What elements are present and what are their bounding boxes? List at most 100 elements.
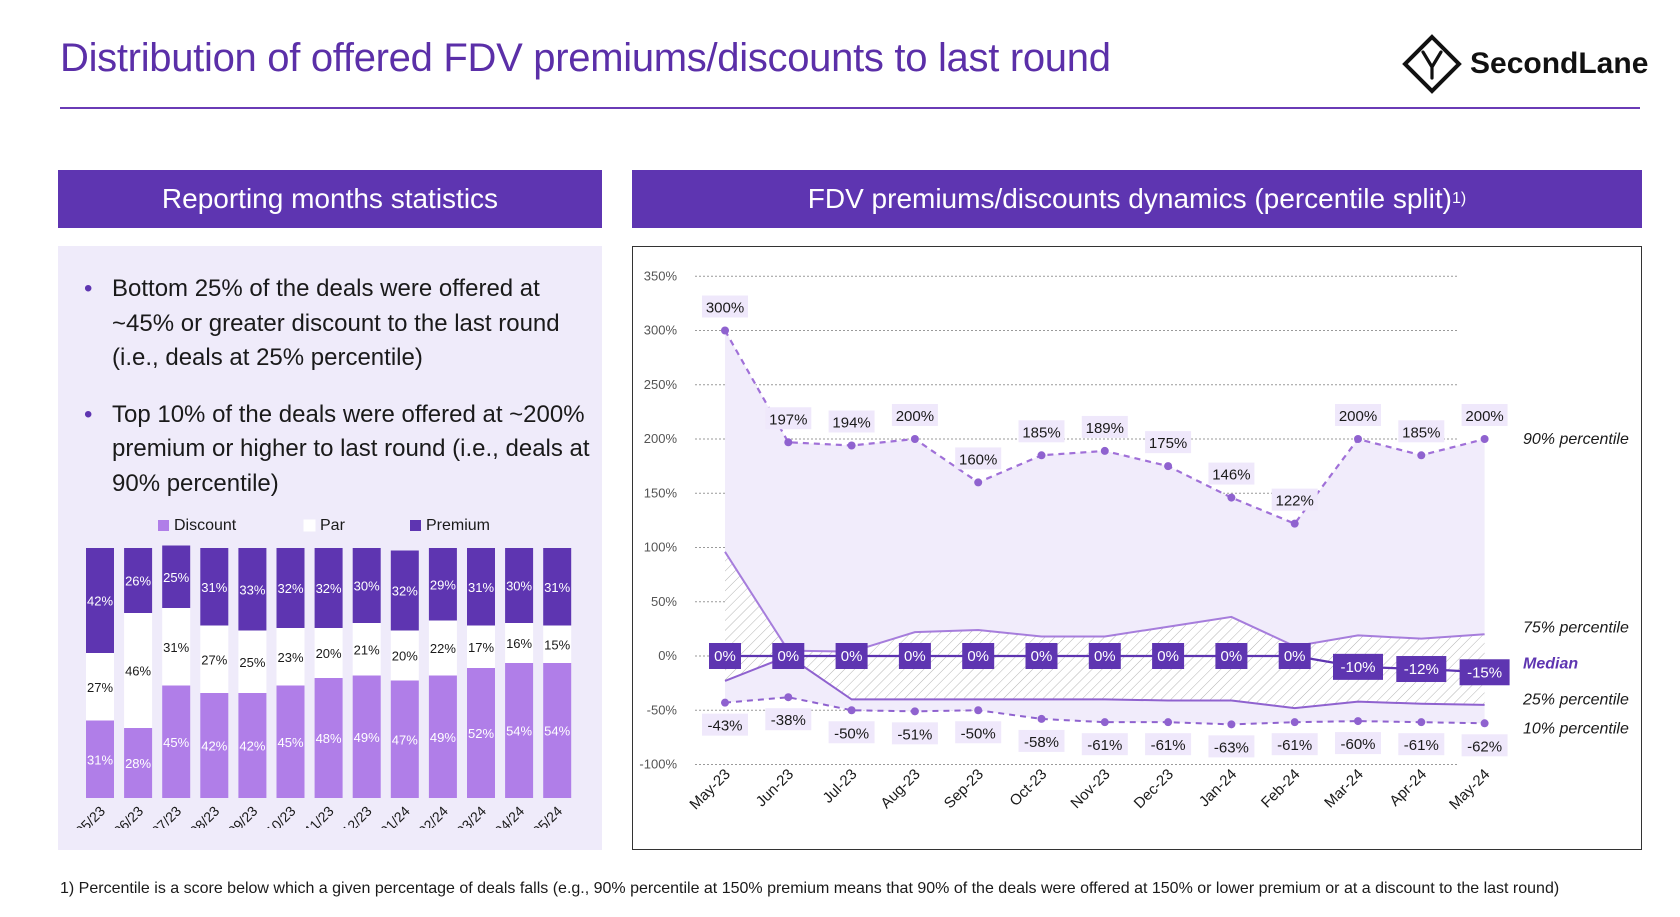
label-bg-10-percentile — [765, 708, 812, 731]
bar-data-label: 31% — [468, 580, 494, 595]
median-label-box — [1088, 643, 1121, 669]
y-tick-label: 300% — [644, 323, 678, 338]
label-bg-10-percentile — [702, 713, 748, 736]
x-tick-label: 05/24 — [529, 803, 565, 828]
median-label-box — [1459, 659, 1510, 686]
label-bg-90-percentile — [1018, 420, 1065, 443]
bar-data-label: 54% — [506, 724, 532, 739]
y-tick-label: 250% — [644, 377, 678, 392]
bar-segment-par — [276, 628, 305, 686]
data-label-10-percentile: -58% — [1024, 734, 1059, 751]
bar-data-label: 54% — [544, 724, 570, 739]
data-label-90-percentile: 194% — [832, 415, 870, 432]
bar-segment-premium — [276, 548, 305, 628]
bar-segment-discount — [543, 663, 572, 798]
bullet-item: Bottom 25% of the deals were offered at … — [82, 272, 592, 376]
bar-segment-premium — [505, 548, 534, 623]
data-label-median: 0% — [1031, 648, 1053, 665]
data-label-10-percentile: -61% — [1087, 737, 1122, 754]
label-bg-10-percentile — [1271, 733, 1318, 756]
point-90-percentile — [1354, 435, 1362, 443]
x-tick-label: 12/23 — [339, 803, 375, 828]
bar-segment-par — [200, 625, 229, 693]
y-tick-label: -100% — [639, 757, 677, 772]
bar-data-label: 25% — [163, 570, 189, 585]
bar-segment-discount — [86, 720, 114, 798]
data-label-median: -15% — [1467, 664, 1502, 681]
series-label: 25% percentile — [1522, 691, 1629, 708]
legend-swatch-discount — [158, 520, 169, 531]
median-label-box — [772, 643, 805, 669]
y-tick-label: 350% — [644, 268, 678, 283]
median-label-box — [898, 643, 931, 669]
legend-label-discount: Discount — [174, 517, 237, 534]
point-90-percentile — [910, 435, 919, 443]
point-90-percentile — [1227, 493, 1236, 502]
point-10-percentile — [1417, 718, 1426, 727]
bar-segment-par — [505, 623, 534, 663]
bar-data-label: 30% — [506, 579, 532, 594]
bar-segment-premium — [200, 548, 229, 626]
point-90-percentile — [1480, 435, 1489, 443]
x-tick-label: Feb-24 — [1258, 766, 1304, 812]
y-tick-label: 0% — [658, 648, 677, 663]
x-tick-label: Dec-23 — [1131, 766, 1177, 812]
right-panel-header-text: FDV premiums/discounts dynamics (percent… — [807, 183, 1452, 214]
label-bg-90-percentile — [828, 410, 875, 433]
bar-data-label: 20% — [316, 646, 342, 661]
bar-segment-discount — [238, 693, 267, 798]
point-10-percentile — [1164, 718, 1173, 727]
data-label-median: 0% — [967, 648, 989, 665]
bar-data-label: 49% — [354, 730, 380, 745]
label-bg-10-percentile — [1145, 733, 1192, 756]
legend-swatch-par — [303, 519, 316, 532]
x-tick-label: Aug-23 — [878, 766, 924, 812]
y-tick-label: 100% — [644, 540, 678, 555]
bar-segment-premium — [352, 548, 381, 623]
x-tick-label: 08/23 — [186, 803, 222, 828]
data-label-10-percentile: -62% — [1467, 738, 1502, 755]
x-tick-label: Oct-23 — [1006, 766, 1050, 810]
median-label-box — [1278, 643, 1311, 669]
bar-data-label: 21% — [354, 642, 380, 657]
bar-segment-discount — [162, 685, 191, 798]
bar-data-label: 46% — [125, 664, 151, 679]
point-90-percentile — [784, 438, 793, 447]
label-bg-10-percentile — [891, 722, 938, 745]
median-label-box — [962, 643, 995, 669]
point-90-percentile — [1037, 451, 1046, 460]
percentile-line-chart: 350% 300% 250% 200% 150% 100% 50% 0% -50% -100% 30… — [639, 268, 1629, 813]
point-90-percentile — [1100, 446, 1109, 455]
data-label-10-percentile: -50% — [961, 725, 996, 742]
data-label-median: -10% — [1340, 659, 1375, 676]
data-label-90-percentile: 185% — [1022, 424, 1060, 441]
legend-label-premium: Premium — [426, 517, 490, 534]
secondlane-logo: SecondLane — [1402, 34, 1648, 94]
label-bg-10-percentile — [1398, 733, 1445, 756]
bar-segment-par — [390, 630, 419, 681]
legend-swatch-premium — [410, 520, 421, 531]
data-label-10-percentile: -51% — [897, 726, 932, 743]
label-bg-90-percentile — [1335, 404, 1381, 426]
x-tick-label: May-24 — [1446, 766, 1493, 813]
y-tick-label: 200% — [644, 431, 678, 446]
bar-segment-premium — [314, 548, 343, 628]
right-panel: 350% 300% 250% 200% 150% 100% 50% 0% -50% -100% 30… — [632, 246, 1642, 850]
label-bg-10-percentile — [1335, 732, 1381, 755]
bar-data-label: 42% — [87, 594, 113, 609]
bar-data-label: 42% — [201, 739, 227, 754]
x-tick-label: 01/24 — [377, 803, 413, 828]
x-tick-label: Jun-23 — [753, 766, 797, 810]
bar-data-label: 31% — [544, 580, 570, 595]
data-label-median: 0% — [1221, 648, 1243, 665]
x-tick-label: Jan-24 — [1196, 766, 1240, 810]
point-90-percentile — [1417, 451, 1426, 460]
point-10-percentile — [1354, 717, 1362, 726]
label-bg-90-percentile — [765, 407, 812, 430]
x-tick-label: 04/24 — [491, 803, 527, 828]
data-label-90-percentile: 189% — [1086, 420, 1124, 437]
bar-data-label: 32% — [316, 581, 342, 596]
data-label-median: 0% — [904, 648, 926, 665]
bar-data-label: 28% — [125, 756, 151, 771]
footnote: 1) Percentile is a score below which a g… — [60, 880, 1560, 897]
